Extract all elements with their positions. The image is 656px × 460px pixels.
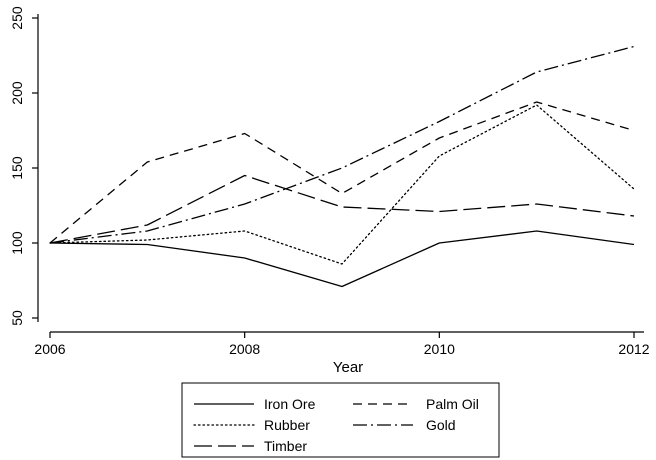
legend-label-rubber: Rubber xyxy=(264,417,310,433)
legend-box xyxy=(181,382,500,458)
y-tick-label: 50 xyxy=(9,310,25,326)
x-tick-label: 2010 xyxy=(424,341,455,357)
y-tick-label: 250 xyxy=(9,6,25,30)
y-tick-label: 200 xyxy=(9,81,25,105)
legend-label-timber: Timber xyxy=(264,438,307,454)
legend-label-gold: Gold xyxy=(426,417,456,433)
legend-label-palm-oil: Palm Oil xyxy=(426,396,479,412)
series-line-timber xyxy=(49,174,635,244)
x-tick-label: 2008 xyxy=(229,341,260,357)
series-line-rubber xyxy=(49,104,635,265)
x-axis-title: Year xyxy=(333,359,363,376)
x-tick-label: 2012 xyxy=(618,341,649,357)
legend: Iron Ore Palm Oil Rubber Gold Timber xyxy=(181,382,500,458)
legend-label-iron-ore: Iron Ore xyxy=(264,396,316,412)
series-line-gold xyxy=(49,45,635,244)
series-lines xyxy=(49,45,635,288)
series-line-iron-ore xyxy=(49,230,635,288)
axes: 50 100 150 200 250 2006 2008 2010 2012 xyxy=(9,6,650,357)
y-tick-label: 100 xyxy=(9,231,25,255)
x-tick-label: 2006 xyxy=(34,341,65,357)
series-line-palm-oil xyxy=(49,101,635,244)
y-tick-label: 150 xyxy=(9,156,25,180)
